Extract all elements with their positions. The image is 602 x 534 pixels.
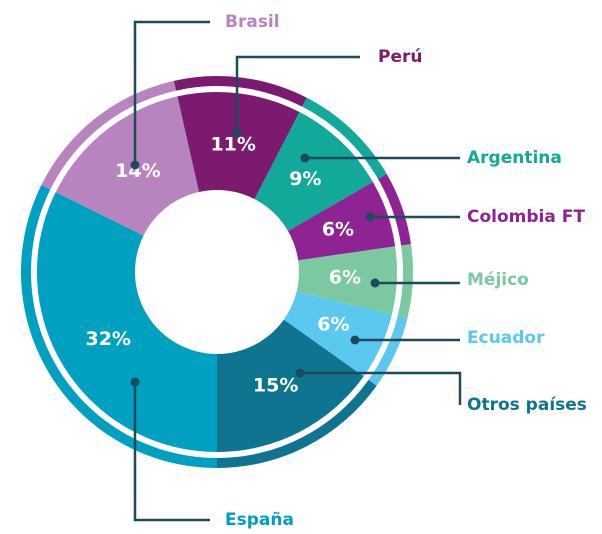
value-label: 32%	[85, 328, 130, 350]
legend-label: Otros países	[467, 395, 587, 415]
donut-segment	[296, 244, 413, 319]
legend-label: Ecuador	[467, 328, 545, 348]
value-label: 14%	[115, 160, 160, 182]
donut-segment	[288, 174, 412, 261]
donut-segment	[254, 97, 387, 231]
leader-dot	[130, 377, 140, 387]
donut-segment	[173, 76, 307, 200]
legend-label: Perú	[378, 47, 422, 67]
legend-label: Colombia FT	[467, 207, 585, 227]
donut-segment	[217, 319, 377, 468]
leader-dot	[130, 160, 140, 170]
leader-dot	[232, 128, 242, 138]
donut-segment	[41, 80, 199, 236]
value-label: 11%	[210, 134, 255, 156]
value-label: 9%	[289, 168, 321, 190]
leader-dot	[365, 212, 375, 222]
legend-label: Argentina	[467, 148, 562, 168]
leader-line	[235, 55, 360, 133]
leader-dot	[370, 278, 380, 288]
donut-segment	[21, 184, 217, 468]
leader-dot	[295, 368, 305, 378]
value-label: 6%	[322, 219, 354, 241]
value-label: 6%	[317, 314, 349, 336]
legend-label: Méjico	[467, 270, 529, 290]
value-label: 6%	[329, 267, 361, 289]
leader-line	[133, 382, 210, 522]
leader-dot	[300, 153, 310, 163]
leader-dot	[350, 335, 360, 345]
leader-line	[300, 371, 462, 405]
value-label: 15%	[253, 374, 298, 396]
donut-segment	[283, 291, 408, 386]
legend-label: España	[225, 510, 294, 530]
leader-line	[133, 20, 210, 165]
legend-label: Brasil	[225, 12, 280, 32]
